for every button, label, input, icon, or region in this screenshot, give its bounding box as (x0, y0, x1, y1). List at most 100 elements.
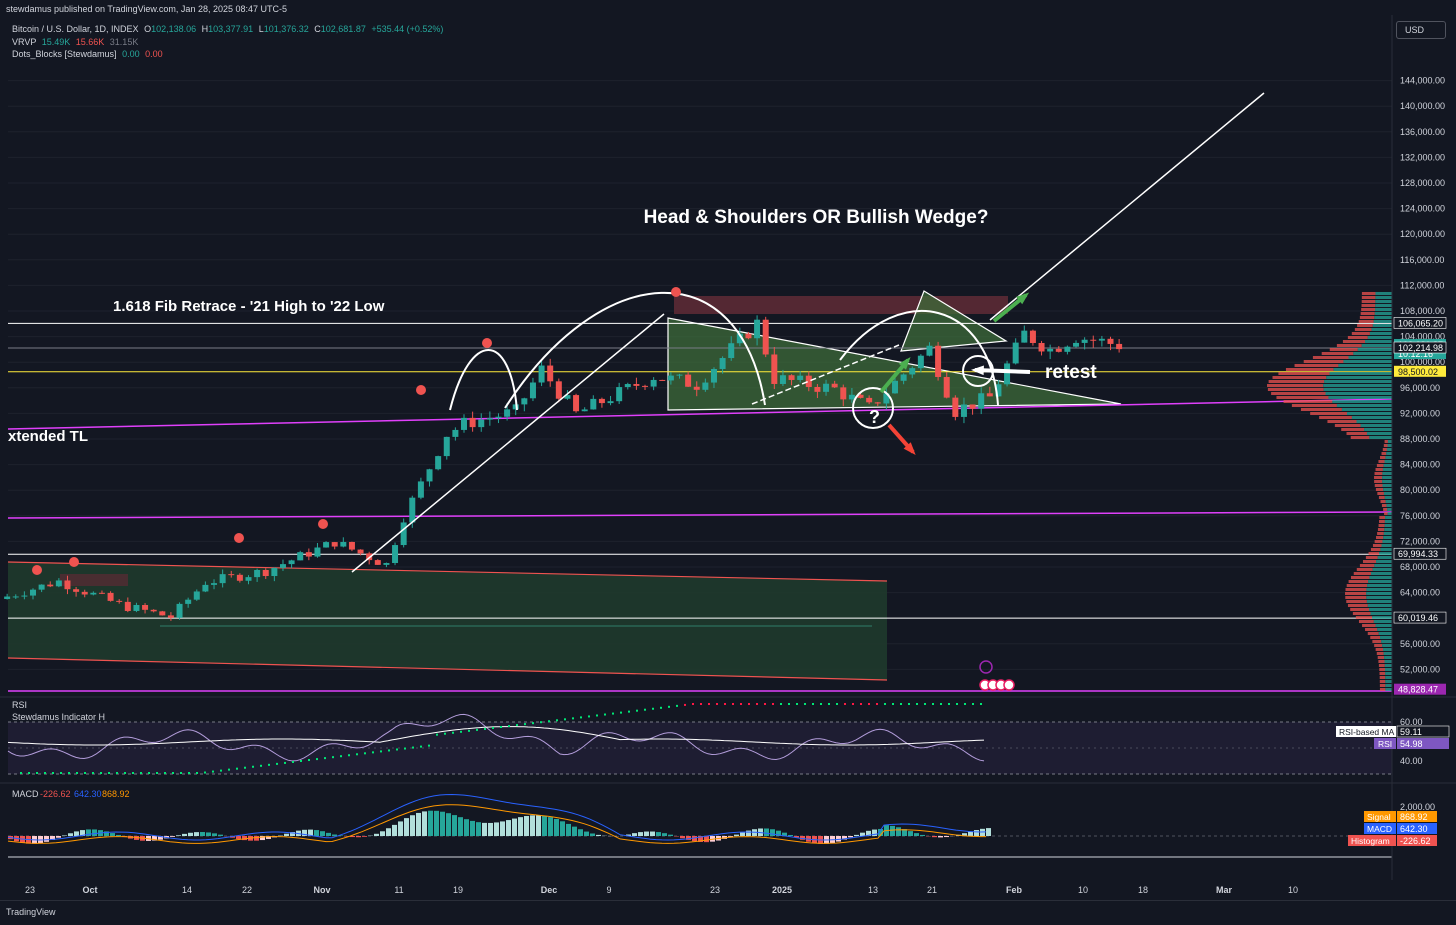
vp-bar-sell (1373, 544, 1382, 547)
candle-body (771, 354, 777, 384)
indicator-dot (316, 758, 318, 760)
legend-vrvp-label: VRVP (12, 37, 36, 47)
macd-hist-bar (386, 828, 391, 836)
indicator-dot (924, 703, 926, 705)
rsi-tick-60: 60.00 (1400, 717, 1423, 727)
candle-body (797, 376, 803, 380)
indicator-dot (692, 703, 694, 705)
macd-hist-bar (500, 821, 505, 836)
vp-bar-buy (1386, 500, 1392, 503)
candle-body (978, 393, 984, 408)
indicator-dot (236, 768, 238, 770)
vp-bar-buy (1334, 368, 1392, 371)
indicator-dot (356, 753, 358, 755)
indicator-dot (540, 721, 542, 723)
indicator-dot (956, 703, 958, 705)
indicator-dot (908, 703, 910, 705)
indicator-dot (388, 749, 390, 751)
indicator-dot (36, 772, 38, 774)
vp-bar-sell (1372, 640, 1381, 643)
vp-bar-buy (1369, 576, 1392, 579)
macd-hist-bar (200, 832, 205, 836)
currency-button[interactable]: USD (1396, 21, 1446, 39)
indicator-dot (412, 747, 414, 749)
price-tick-label: 52,000.00 (1400, 664, 1440, 674)
macd-hist-bar (188, 833, 193, 836)
macd-hist-bar (596, 835, 601, 836)
macd-hist-bar (920, 835, 925, 836)
legend-symbol-row: Bitcoin / U.S. Dollar, 1D, INDEX O102,13… (12, 24, 443, 34)
candle-body (840, 387, 846, 399)
vp-bar-buy (1388, 512, 1392, 515)
vp-bar-buy (1338, 364, 1392, 367)
price-tick-label: 132,000.00 (1400, 152, 1445, 162)
vp-bar-buy (1365, 340, 1392, 343)
macd-hist-bar (518, 817, 523, 836)
vp-bar-buy (1376, 560, 1392, 563)
candle-body (177, 604, 183, 618)
vp-bar-sell (1271, 392, 1325, 395)
candle-body (194, 591, 200, 599)
vp-bar-sell (1267, 384, 1323, 387)
candle-body (82, 592, 88, 595)
indicator-dot (708, 703, 710, 705)
vp-bar-sell (1347, 432, 1367, 435)
vp-bar-buy (1383, 536, 1392, 539)
macd-hist-bar (404, 818, 409, 836)
price-tick-label: 120,000.00 (1400, 229, 1445, 239)
vp-bar-buy (1376, 624, 1392, 627)
indicator-dot (652, 708, 654, 710)
vp-bar-buy (1387, 448, 1392, 451)
candle-body (539, 366, 545, 383)
price-tick-label: 76,000.00 (1400, 511, 1440, 521)
high-dot (671, 287, 681, 297)
candle-body (211, 583, 217, 585)
vp-bar-sell (1269, 380, 1325, 383)
macd-hist-bar (410, 815, 415, 836)
macd-hist-bar (938, 836, 943, 837)
vp-bar-sell (1348, 336, 1368, 339)
vp-bar-sell (1341, 428, 1364, 431)
candle-body (547, 366, 553, 382)
indicator-dot (100, 772, 102, 774)
price-label: 60,019.46 (1398, 613, 1438, 623)
indicator-dot (628, 711, 630, 713)
price-tick-label: 112,000.00 (1400, 280, 1444, 290)
indicator-dot (260, 765, 262, 767)
annotation-fib: 1.618 Fib Retrace - '21 High to '22 Low (113, 298, 385, 315)
vp-bar-buy (1380, 636, 1392, 639)
macd-hist-bar (170, 836, 175, 837)
macd-hist-bar (356, 836, 361, 837)
vp-bar-sell (1286, 368, 1334, 371)
vp-bar-buy (1372, 328, 1392, 331)
indicator-dot (276, 763, 278, 765)
rsi-indicator-name: Stewdamus Indicator H (12, 712, 105, 722)
indicator-dot (820, 703, 822, 705)
indicator-dot (444, 733, 446, 735)
candle-body (711, 369, 717, 383)
candle-body (694, 387, 700, 390)
indicator-dot (676, 705, 678, 707)
macd-hist-bar (896, 827, 901, 836)
vp-bar-buy (1385, 660, 1392, 663)
macd-hist-bar (668, 835, 673, 836)
time-tick-label: Feb (1006, 885, 1023, 895)
vp-bar-buy (1347, 412, 1392, 415)
vp-bar-sell (1354, 572, 1371, 575)
indicator-dot (380, 750, 382, 752)
vp-bar-sell (1378, 660, 1384, 663)
indicator-dot (644, 709, 646, 711)
macd-hist-bar (512, 819, 517, 836)
vp-bar-sell (1304, 360, 1344, 363)
high-dot (32, 565, 42, 575)
candle-body (478, 420, 484, 428)
price-tick-label: 128,000.00 (1400, 178, 1445, 188)
macd-hist-bar (446, 813, 451, 836)
macd-hist-bar (362, 836, 367, 837)
indicator-dot (812, 703, 814, 705)
vp-bar-sell (1346, 600, 1367, 603)
candle-body (720, 358, 726, 369)
macd-title: MACD (12, 789, 39, 799)
macd-hist-bar (908, 831, 913, 836)
